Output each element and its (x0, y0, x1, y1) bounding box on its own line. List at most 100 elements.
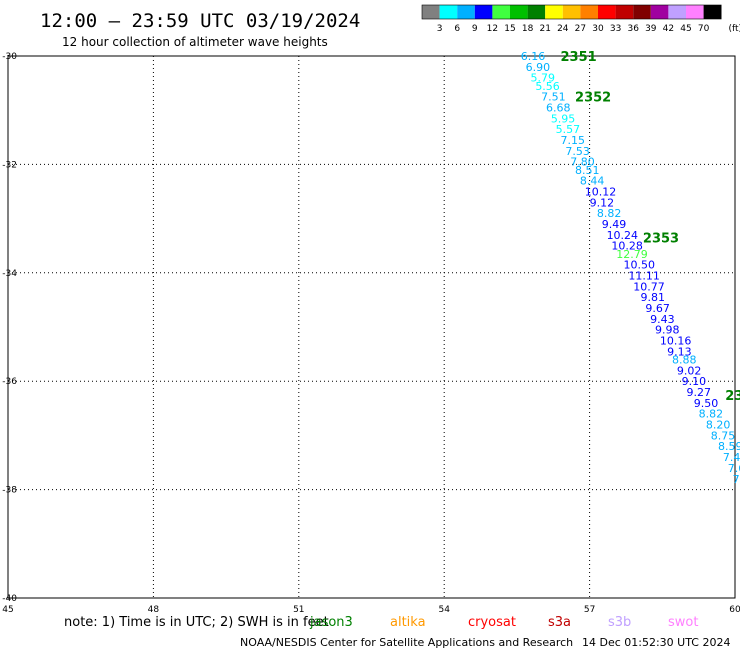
x-tick-label: 54 (438, 605, 450, 615)
wave-height-label: 8.82 (699, 408, 724, 421)
colorbar-swatch (457, 5, 475, 19)
x-tick-label: 48 (148, 605, 160, 615)
wave-height-label: 9.50 (694, 397, 719, 410)
wave-height-label: 11.11 (628, 270, 660, 283)
wave-height-label: 10.12 (585, 186, 617, 199)
satellite-legend-altika: altika (390, 615, 426, 630)
wave-height-label: 7.15 (561, 134, 586, 147)
wave-height-label: 9.27 (687, 386, 712, 399)
colorbar-label: 36 (627, 24, 639, 34)
y-tick-label: -30 (2, 52, 17, 62)
y-tick-label: -34 (2, 269, 17, 279)
colorbar-label: 33 (610, 24, 621, 34)
legend-note: note: 1) Time is in UTC; 2) SWH is in fe… (64, 615, 329, 630)
wave-height-label: 5.56 (535, 80, 560, 93)
y-tick-label: -40 (2, 594, 17, 604)
colorbar-label: 21 (539, 24, 550, 34)
colorbar-swatch (580, 5, 598, 19)
wave-height-label: 7.53 (565, 145, 590, 158)
wave-height-label: 6.68 (546, 101, 571, 114)
colorbar-swatch (668, 5, 686, 19)
satellite-legend: jason3 altika cryosat s3a s3b swot (309, 615, 698, 630)
wave-height-label: 8.75 (711, 429, 736, 442)
colorbar-label: 3 (437, 24, 443, 34)
colorbar-swatch (510, 5, 528, 19)
colorbar-swatch (633, 5, 651, 19)
wave-height-label: 7.2 (733, 473, 740, 486)
wave-height-label: 10.16 (660, 335, 692, 348)
wave-height-label: 9.49 (602, 218, 627, 231)
colorbar-label: 70 (698, 24, 710, 34)
wave-height-label: 8.51 (575, 164, 600, 177)
y-tick-label: -38 (2, 486, 17, 496)
wave-height-label: 7.49 (723, 451, 740, 464)
wave-height-label: 10.77 (633, 280, 665, 293)
track-label: 2354 (725, 389, 740, 404)
colorbar-label: 9 (472, 24, 478, 34)
tick-labels: 45 48 51 54 57 60 -30 -32 -34 -36 -38 -40 (2, 52, 740, 615)
colorbar-swatch (439, 5, 458, 19)
colorbar-label: 42 (663, 24, 674, 34)
satellite-legend-swot: swot (668, 615, 698, 630)
wave-height-label: 6.90 (526, 61, 551, 74)
wave-height-label: 8.20 (706, 419, 731, 432)
colorbar: 3 6 9 12 15 18 21 24 27 30 33 36 39 42 45 70 (421, 4, 722, 34)
colorbar-swatch (422, 5, 440, 19)
satellite-legend-s3a: s3a (548, 615, 571, 630)
y-tick-label: -36 (2, 377, 17, 387)
wave-height-label: 12.79 (616, 248, 648, 261)
wave-height-label: 7.61 (728, 462, 740, 475)
x-tick-label: 57 (584, 605, 595, 615)
colorbar-swatch (598, 5, 616, 19)
colorbar-label: 12 (487, 24, 498, 34)
grid-lines (8, 56, 735, 598)
track-labels: 2351 2352 2353 2354 (561, 50, 740, 404)
colorbar-label: 15 (504, 24, 515, 34)
footer-credit: NOAA/NESDIS Center for Satellite Applica… (240, 636, 573, 649)
wave-height-label: 7.80 (570, 156, 595, 169)
wave-height-label: 9.10 (682, 375, 707, 388)
wave-height-label: 10.28 (611, 240, 643, 253)
colorbar-swatch (527, 5, 546, 19)
colorbar-swatch (650, 5, 669, 19)
colorbar-swatch (562, 5, 581, 19)
wave-height-label: 9.43 (650, 313, 675, 326)
colorbar-swatch (703, 5, 722, 19)
chart-title: 12:00 – 23:59 UTC 03/19/2024 (40, 10, 360, 32)
wave-height-label: 9.13 (667, 345, 692, 358)
x-tick-label: 51 (293, 605, 304, 615)
wave-height-label: 9.12 (590, 196, 615, 209)
colorbar-label: 27 (575, 24, 586, 34)
x-tick-label: 60 (729, 605, 740, 615)
colorbar-border (421, 4, 722, 20)
colorbar-label: 6 (454, 24, 460, 34)
colorbar-swatch (686, 5, 704, 19)
wave-height-label: 10.50 (624, 259, 656, 272)
wave-height-label: 5.95 (551, 112, 576, 125)
wave-height-label: 10.24 (607, 229, 639, 242)
wave-height-label: 9.02 (677, 364, 702, 377)
wave-height-label: 5.79 (530, 72, 555, 85)
wave-height-label: 9.67 (645, 302, 670, 315)
wave-height-label: 8.59 (718, 440, 740, 453)
colorbar-swatch (492, 5, 510, 19)
wave-height-label: 7.51 (541, 91, 566, 104)
colorbar-label: 18 (522, 24, 534, 34)
colorbar-label: 39 (645, 24, 657, 34)
chart-subtitle: 12 hour collection of altimeter wave hei… (62, 35, 328, 49)
colorbar-label: 24 (557, 24, 569, 34)
wave-height-points: 6.166.905.795.567.516.685.955.577.157.53… (521, 50, 740, 486)
wave-height-label: 8.44 (580, 175, 605, 188)
satellite-legend-jason3: jason3 (309, 615, 353, 630)
colorbar-swatch (615, 5, 634, 19)
satellite-legend-s3b: s3b (608, 615, 631, 630)
colorbar-label: 45 (680, 24, 691, 34)
plot-frame (7, 55, 736, 599)
colorbar-swatch (545, 5, 563, 19)
track-label: 2351 (561, 50, 597, 65)
wave-height-label: 8.88 (672, 354, 697, 367)
track-label: 2353 (643, 232, 679, 247)
wave-height-label: 9.81 (640, 291, 665, 304)
track-label: 2352 (575, 91, 611, 106)
